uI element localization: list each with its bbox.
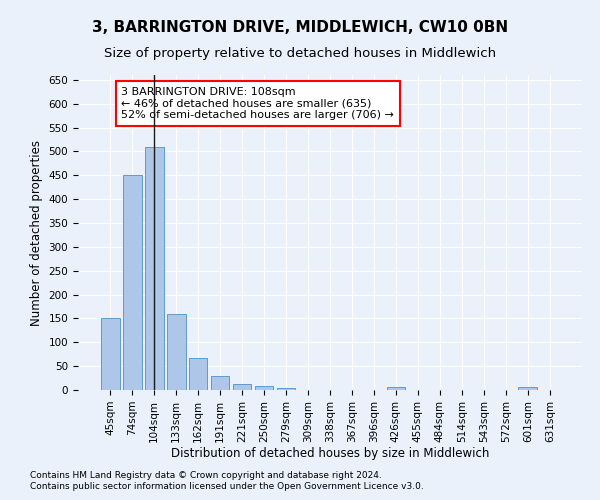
Text: Contains public sector information licensed under the Open Government Licence v3: Contains public sector information licen… xyxy=(30,482,424,491)
Bar xyxy=(518,387,537,390)
Bar xyxy=(145,146,164,390)
Bar xyxy=(123,175,142,390)
Text: 3, BARRINGTON DRIVE, MIDDLEWICH, CW10 0BN: 3, BARRINGTON DRIVE, MIDDLEWICH, CW10 0B… xyxy=(92,20,508,35)
Y-axis label: Number of detached properties: Number of detached properties xyxy=(30,140,43,326)
Text: 3 BARRINGTON DRIVE: 108sqm
← 46% of detached houses are smaller (635)
52% of sem: 3 BARRINGTON DRIVE: 108sqm ← 46% of deta… xyxy=(121,87,394,120)
Bar xyxy=(189,358,208,390)
X-axis label: Distribution of detached houses by size in Middlewich: Distribution of detached houses by size … xyxy=(171,448,489,460)
Text: Size of property relative to detached houses in Middlewich: Size of property relative to detached ho… xyxy=(104,48,496,60)
Text: Contains HM Land Registry data © Crown copyright and database right 2024.: Contains HM Land Registry data © Crown c… xyxy=(30,470,382,480)
Bar xyxy=(277,388,295,390)
Bar xyxy=(101,318,119,390)
Bar xyxy=(386,387,405,390)
Bar xyxy=(167,314,185,390)
Bar xyxy=(255,386,274,390)
Bar xyxy=(233,384,251,390)
Bar xyxy=(211,376,229,390)
